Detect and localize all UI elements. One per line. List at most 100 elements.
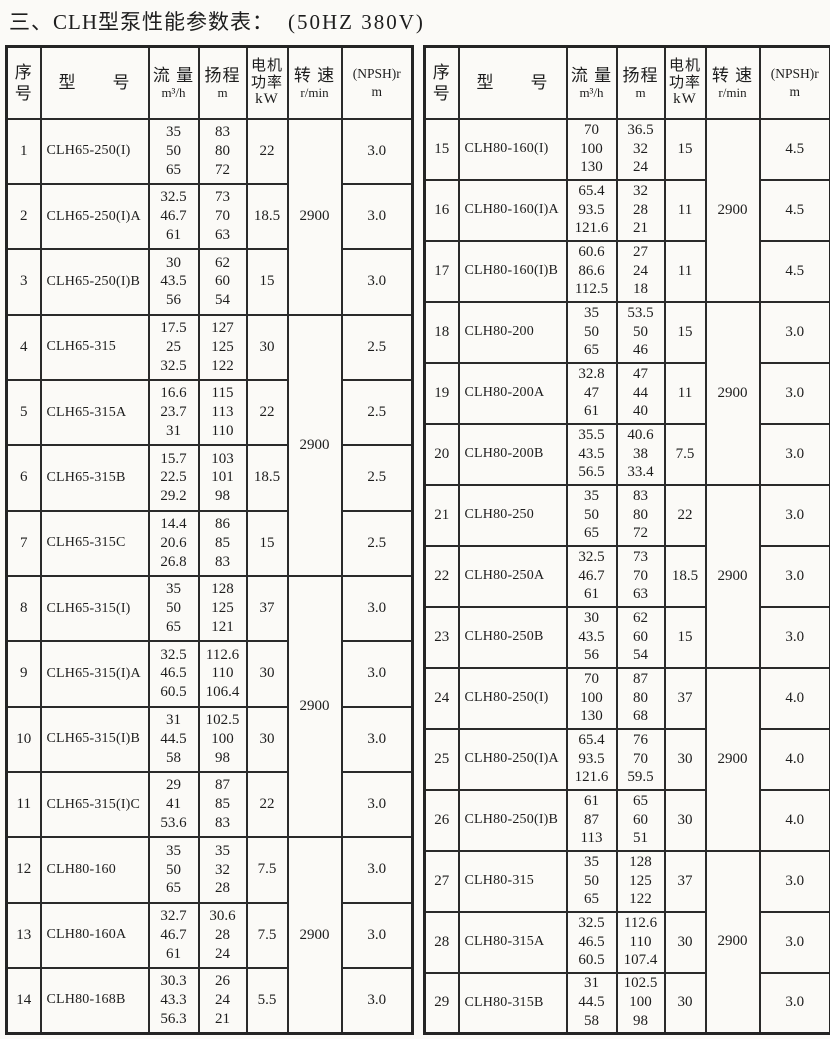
flow-cell: 32.7 46.7 61 [147,901,200,969]
flow-cell: 35 50 65 [565,483,618,547]
serial-header-line: 序 [14,62,33,82]
value-line: 30 [584,609,599,626]
col-header-speed: 转 速 r/min [286,45,343,120]
value-line: 15.7 [160,450,187,467]
value-line: 56 [166,292,181,309]
value-line: 121 [211,619,234,636]
model-cell: CLH65-315 [39,313,150,381]
serial-cell: 20 [423,422,460,486]
npsh-cell: 3.0 [340,640,414,708]
value-line: 65 [166,619,181,636]
page-title: 三、CLH型泵性能参数表： (50HZ 380V) [5,6,830,38]
npsh-cell: 2.5 [340,378,414,447]
head-cell: 26 24 21 [197,966,248,1035]
power-cell: 15 [663,117,707,181]
head-header-unit: m [635,84,646,100]
table-row: 15 CLH80-160(I) 70 100 130 36.5 32 24 15 2900 4.5 [423,117,830,303]
value-line: 36.5 [627,121,654,138]
value-line: 65.4 [578,731,605,748]
value-line: 60.5 [578,952,605,969]
value-line: 58 [584,1013,599,1030]
model-cell: CLH65-315B [39,444,150,512]
value-line: 70 [215,208,230,225]
head-cell: 40.6 38 33.4 [615,422,666,486]
head-cell: 73 70 63 [615,544,666,608]
value-line: 98 [215,488,230,505]
serial-cell: 4 [5,313,42,381]
head-cell: 62 60 54 [615,605,666,669]
head-cell: 115 113 110 [197,378,248,447]
value-line: 24 [215,992,230,1009]
value-line: 31 [584,975,599,992]
npsh-cell: 4.5 [758,178,830,242]
head-cell: 102.5 100 98 [197,705,248,773]
value-line: 35 [584,853,599,870]
serial-cell: 5 [5,378,42,447]
flow-cell: 60.6 86.6 112.5 [565,239,618,303]
power-cell: 30 [245,640,289,708]
col-header-power: 电机 功率 kW [245,45,289,120]
flow-cell: 32.8 47 61 [565,361,618,425]
table-row: 18 CLH80-200 35 50 65 53.5 50 46 15 2900 3.0 [423,300,830,486]
value-line: 102.5 [205,711,240,728]
npsh-cell: 3.0 [758,544,830,608]
power-cell: 37 [663,849,707,913]
value-line: 40 [633,403,648,420]
head-cell: 86 85 83 [197,509,248,577]
serial-header-line: 序 [432,62,451,82]
flow-cell: 17.5 25 32.5 [147,313,200,381]
table-row: 6 CLH65-315B 15.7 22.5 29.2 103 101 98 18.5 2.5 [5,444,414,512]
value-line: 80 [215,142,230,159]
head-cell: 30.6 28 24 [197,901,248,969]
value-line: 125 [211,338,234,355]
value-line: 47 [633,365,648,382]
value-line: 28 [215,926,230,943]
col-header-serial: 序 号 [5,45,42,120]
value-line: 70 [584,121,599,138]
power-cell: 5.5 [245,966,289,1035]
flow-cell: 70 100 130 [565,117,618,181]
flow-cell: 32.5 46.5 60.5 [147,640,200,708]
col-header-model: 型 号 [457,45,568,120]
value-line: 24 [633,159,648,176]
serial-header-line: 号 [432,83,451,103]
flow-cell: 70 100 130 [565,666,618,730]
serial-cell: 9 [5,640,42,708]
value-line: 100 [580,689,603,706]
flow-cell: 14.4 20.6 26.8 [147,509,200,577]
value-line: 83 [633,487,648,504]
serial-cell: 13 [5,901,42,969]
value-line: 60 [215,273,230,290]
serial-cell: 6 [5,444,42,512]
power-cell: 15 [663,605,707,669]
npsh-cell: 3.0 [758,971,830,1035]
power-header-line: 功率 [668,74,701,91]
serial-cell: 3 [5,248,42,316]
model-cell: CLH65-315(I)B [39,705,150,773]
head-cell: 36.5 32 24 [615,117,666,181]
power-cell: 11 [663,361,707,425]
flow-header-unit: m³/h [161,84,186,100]
col-header-serial: 序 号 [423,45,460,120]
value-line: 32.5 [160,646,187,663]
serial-header-line: 号 [14,83,33,103]
table-row: 16 CLH80-160(I)A 65.4 93.5 121.6 32 28 21 11 4.5 [423,178,830,242]
speed-cell: 2900 [286,574,343,839]
value-line: 93.5 [578,750,605,767]
flow-cell: 16.6 23.7 31 [147,378,200,447]
table-row: 7 CLH65-315C 14.4 20.6 26.8 86 85 83 15 2.5 [5,509,414,577]
value-line: 110 [629,933,652,950]
table-row: 2 CLH65-250(I)A 32.5 46.7 61 73 70 63 18.5 3.0 [5,182,414,251]
model-cell: CLH80-200 [457,300,568,364]
value-line: 60.6 [578,243,605,260]
value-line: 21 [215,1010,230,1027]
npsh-cell: 4.0 [758,788,830,852]
value-line: 44.5 [578,994,605,1011]
value-line: 26 [215,973,230,990]
value-line: 65 [584,342,599,359]
value-line: 17.5 [160,319,187,336]
serial-cell: 17 [423,239,460,303]
speed-cell: 2900 [704,483,761,669]
value-line: 26.8 [160,553,187,570]
